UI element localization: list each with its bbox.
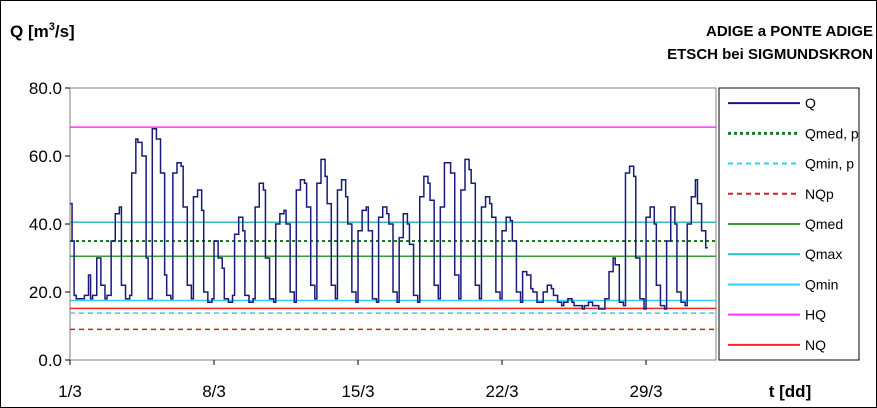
y-axis-label: Q [m3/s] — [10, 21, 75, 41]
legend-label-qmed: Qmed — [805, 216, 843, 232]
x-tick-label: 1/3 — [58, 382, 82, 401]
y-tick-label: 60.0 — [29, 147, 62, 166]
chart-title-line2: ETSCH bei SIGMUNDSKRON — [667, 46, 873, 63]
x-axis-label: t [dd] — [769, 382, 811, 401]
legend-label-qmax: Qmax — [805, 246, 842, 262]
y-tick-label: 40.0 — [29, 215, 62, 234]
y-tick-label: 20.0 — [29, 283, 62, 302]
legend-label-qminp: Qmin, p — [805, 156, 854, 172]
y-tick-label: 80.0 — [29, 79, 62, 98]
series-q — [70, 128, 708, 310]
x-tick-label: 8/3 — [202, 382, 226, 401]
x-axis: 1/3 8/3 15/3 22/3 29/3 — [58, 360, 663, 401]
x-tick-label: 15/3 — [341, 382, 374, 401]
legend-label-q: Q — [805, 95, 816, 111]
series-q-line — [70, 128, 708, 310]
legend-label-qmedp: Qmed, p — [805, 125, 859, 141]
y-axis: 0.0 20.0 40.0 60.0 80.0 — [29, 79, 70, 370]
chart-title-line1: ADIGE a PONTE ADIGE — [706, 23, 873, 40]
x-tick-label: 29/3 — [630, 382, 663, 401]
y-tick-label: 0.0 — [38, 351, 62, 370]
legend-label-nq: NQ — [805, 337, 826, 353]
legend-label-qmin: Qmin — [805, 276, 838, 292]
legend-label-hq: HQ — [805, 307, 826, 323]
legend: Q Qmed, p Qmin, p NQp Qmed Qmax Qmin HQ NQ — [728, 95, 859, 353]
x-tick-label: 22/3 — [485, 382, 518, 401]
legend-label-nqp: NQp — [805, 186, 834, 202]
